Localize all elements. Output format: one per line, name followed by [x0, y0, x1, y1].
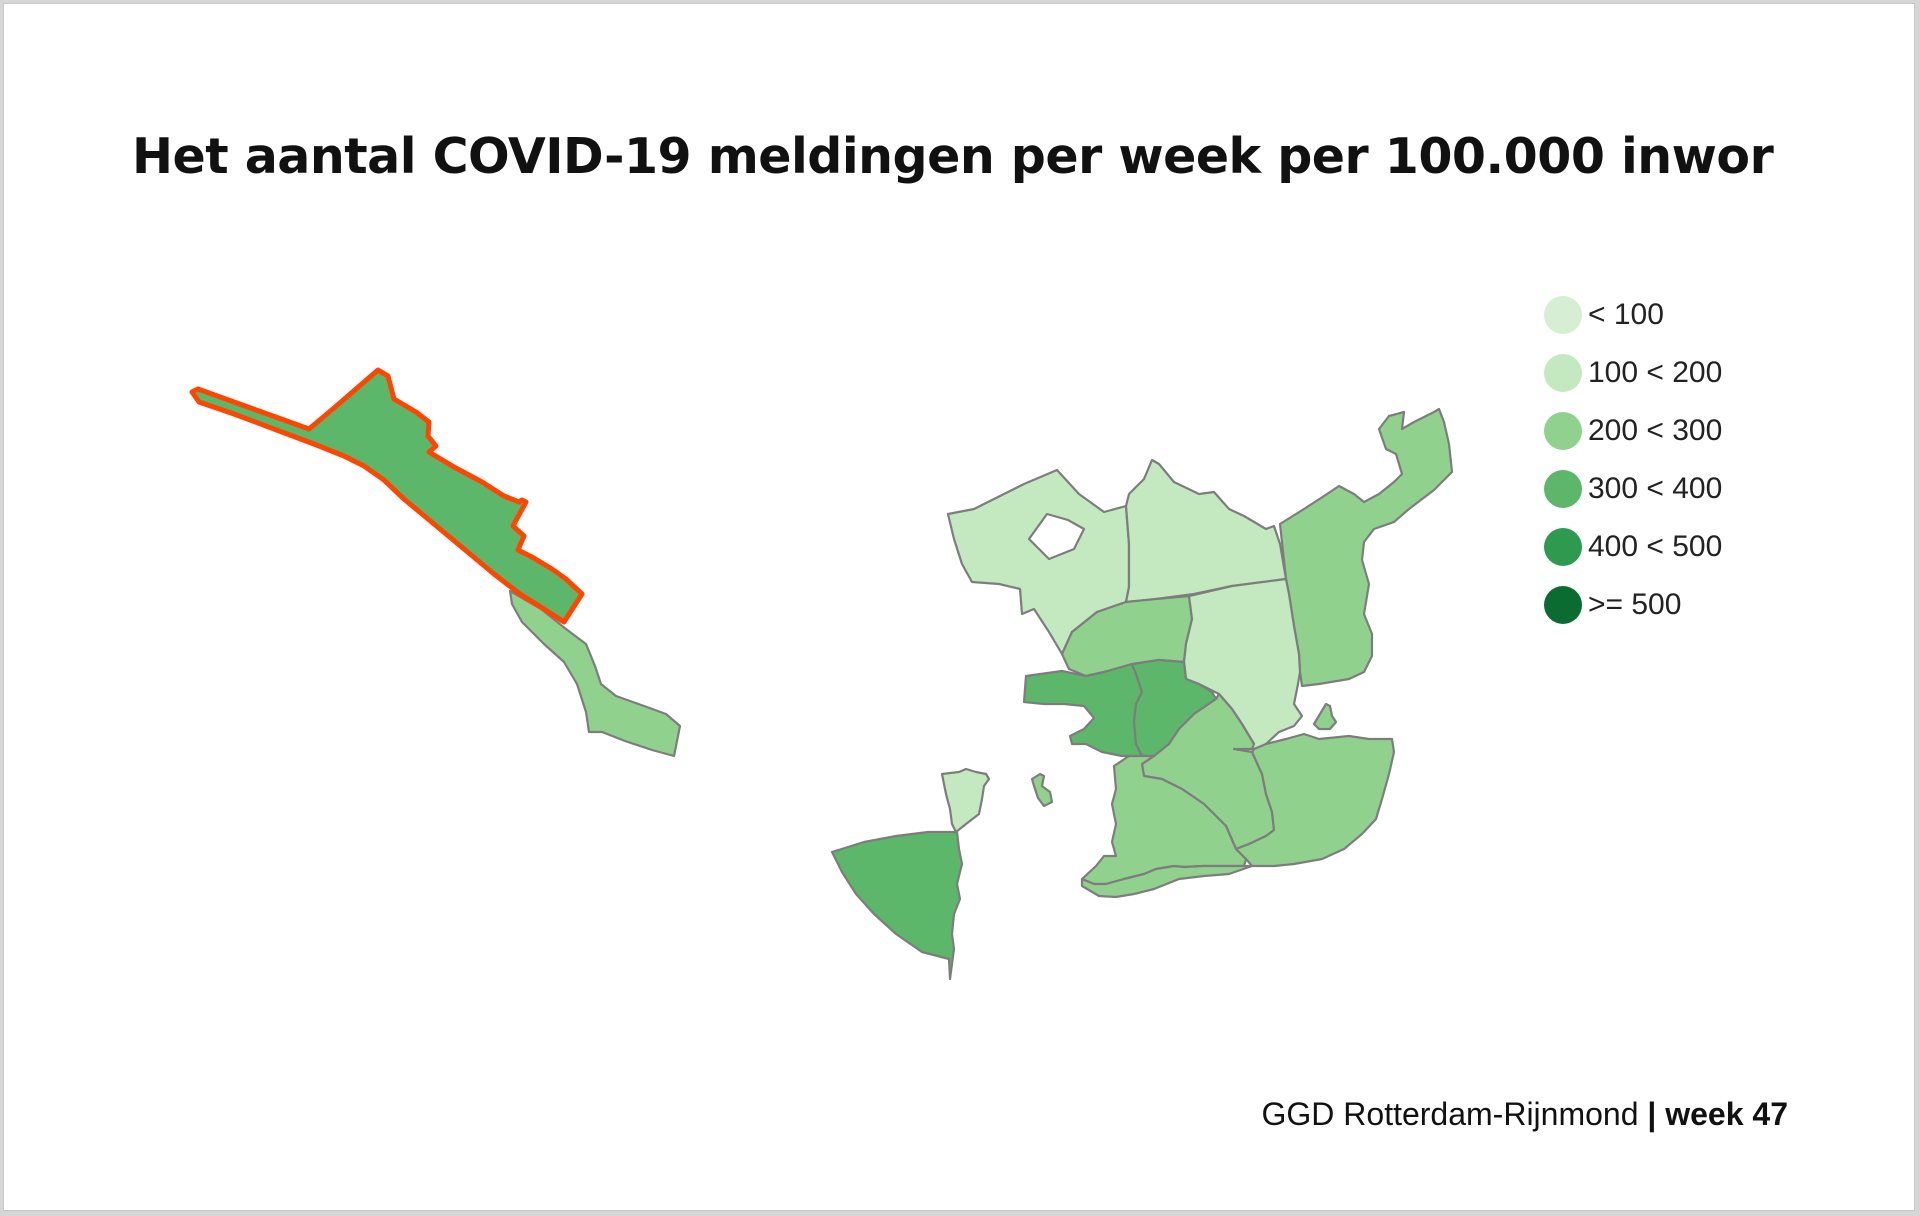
region-southwest[interactable]	[830, 830, 964, 981]
legend-item: >= 500	[1544, 576, 1804, 634]
week-label: week 47	[1665, 1096, 1788, 1132]
legend-item: 100 < 200	[1544, 344, 1804, 402]
region-small-east[interactable]	[1312, 702, 1338, 731]
legend-swatch	[1544, 586, 1582, 624]
legend-label: 100 < 200	[1588, 356, 1723, 389]
footer-separator: |	[1647, 1096, 1657, 1132]
legend-label: 400 < 500	[1588, 530, 1723, 563]
legend-label: 300 < 400	[1588, 472, 1723, 505]
legend-swatch	[1544, 412, 1582, 450]
region-southeast[interactable]	[1234, 732, 1396, 868]
footer-credit: GGD Rotterdam-Rijnmond | week 47	[1262, 1096, 1789, 1133]
legend-label: 200 < 300	[1588, 414, 1723, 447]
legend-swatch	[1544, 354, 1582, 392]
region-north-center[interactable]	[1124, 458, 1288, 604]
legend-label: >= 500	[1588, 588, 1682, 621]
legend-swatch	[1544, 470, 1582, 508]
legend-swatch	[1544, 528, 1582, 566]
legend-swatch	[1544, 296, 1582, 334]
legend: < 100 100 < 200 200 < 300 300 < 400 400 …	[1544, 286, 1804, 634]
legend-label: < 100	[1588, 298, 1664, 331]
legend-item: 200 < 300	[1544, 402, 1804, 460]
legend-item: 300 < 400	[1544, 460, 1804, 518]
region-tiny-island[interactable]	[1030, 772, 1054, 808]
region-hoek-van-holland[interactable]	[189, 367, 585, 625]
region-south[interactable]	[1080, 864, 1254, 899]
region-west-center[interactable]	[1022, 662, 1144, 758]
choropleth-map	[189, 367, 1454, 981]
source-label: GGD Rotterdam-Rijnmond	[1261, 1096, 1639, 1132]
region-coastal-strip[interactable]	[508, 589, 682, 758]
region-small-west[interactable]	[940, 767, 991, 834]
chart-frame: Het aantal COVID-19 meldingen per week p…	[3, 3, 1915, 1211]
region-northeast[interactable]	[1278, 407, 1454, 688]
map-title: Het aantal COVID-19 meldingen per week p…	[132, 128, 1774, 185]
legend-item: 400 < 500	[1544, 518, 1804, 576]
legend-item: < 100	[1544, 286, 1804, 344]
